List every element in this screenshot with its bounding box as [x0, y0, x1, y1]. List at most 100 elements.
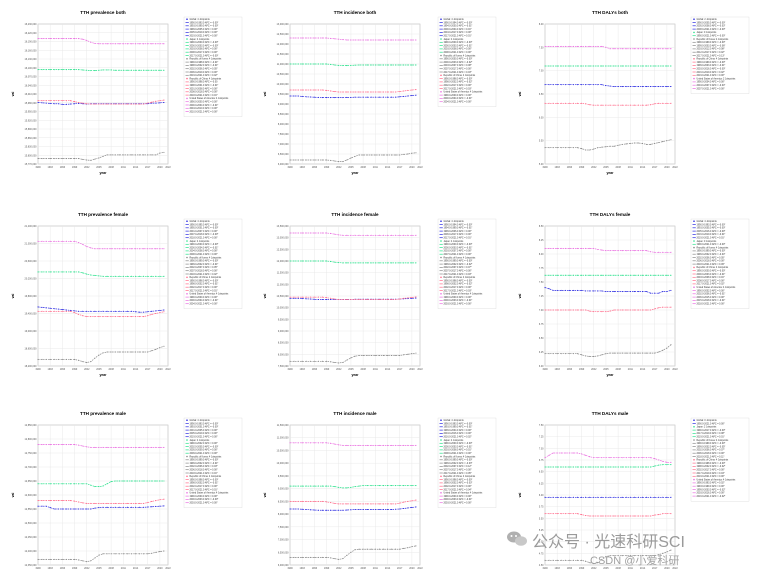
data-point	[155, 446, 157, 448]
data-point	[548, 247, 550, 249]
data-point	[78, 101, 80, 104]
data-point	[650, 352, 652, 354]
data-point	[122, 248, 124, 250]
data-point	[151, 101, 153, 103]
x-tick-label: 2002	[336, 368, 342, 371]
y-tick-label: 16,070,000	[25, 76, 38, 79]
data-point	[597, 355, 599, 357]
data-point	[139, 69, 141, 71]
data-point	[134, 446, 137, 448]
data-point	[386, 298, 389, 301]
legend-entry: Republic of Korea: 4 Joinpoints	[444, 54, 477, 57]
y-tick-label: 7.00	[539, 309, 544, 312]
data-point	[568, 513, 570, 515]
data-point	[593, 466, 595, 468]
series-line	[38, 498, 164, 504]
x-tick-label: 2014	[640, 368, 646, 371]
data-point	[646, 65, 648, 67]
data-point	[568, 496, 570, 498]
data-point	[45, 271, 47, 273]
data-point	[309, 159, 311, 161]
data-point	[411, 234, 413, 236]
data-point	[118, 446, 120, 448]
y-tick-label: 12,800,000	[25, 438, 38, 441]
y-tick-label: 10,000,000	[277, 462, 290, 465]
data-point	[670, 289, 672, 291]
data-point	[568, 147, 570, 149]
data-point	[605, 65, 607, 67]
x-tick-label: 1996	[312, 166, 318, 169]
data-point	[134, 311, 137, 313]
data-point	[61, 310, 63, 312]
data-point	[122, 506, 124, 508]
legend-marker	[693, 478, 695, 481]
data-point	[403, 39, 405, 41]
y-tick-label: 15,920,000	[25, 119, 38, 122]
data-point	[358, 508, 360, 511]
data-point	[313, 485, 315, 487]
data-point	[65, 358, 67, 360]
data-point	[576, 496, 579, 498]
data-point	[98, 446, 100, 448]
data-point	[605, 515, 607, 517]
data-point	[342, 444, 344, 446]
data-point	[163, 480, 165, 482]
y-tick-label: 7,500,000	[278, 365, 289, 368]
data-point	[313, 556, 315, 558]
series-1	[289, 94, 417, 99]
x-tick-label: 1990	[287, 567, 293, 570]
y-tick-label: 16,130,000	[25, 58, 38, 61]
data-point	[78, 38, 80, 40]
data-point	[86, 483, 88, 485]
legend-marker	[693, 18, 695, 21]
data-point	[82, 243, 84, 245]
data-point	[78, 310, 80, 312]
data-point	[568, 353, 570, 355]
data-point	[354, 91, 356, 93]
data-point	[597, 84, 599, 86]
data-point	[45, 38, 47, 40]
data-point	[605, 457, 607, 459]
chart-panel-6: TTH DALYs female6.006.256.506.757.007.25…	[518, 212, 750, 377]
data-point	[57, 38, 59, 40]
data-point	[130, 316, 132, 318]
legend-marker	[440, 439, 442, 441]
data-point	[391, 444, 393, 446]
legend-apc-label: 2008.0-2017.0 APC = 0.00*	[697, 279, 725, 282]
data-point	[326, 509, 328, 511]
data-point	[41, 483, 43, 485]
data-point	[37, 101, 39, 104]
legend-apc-label: 2000.0-2003.0 APC = -0.01*	[444, 44, 473, 47]
data-point	[625, 466, 627, 468]
data-point	[350, 509, 352, 511]
data-point	[609, 104, 611, 106]
data-point	[415, 506, 417, 508]
y-tick-label: 11,500,000	[277, 272, 289, 275]
data-point	[90, 361, 92, 363]
data-point	[301, 89, 303, 91]
y-tick-label: 18,600,000	[25, 348, 38, 351]
data-point	[98, 507, 100, 509]
x-tick-label: 2022	[672, 368, 678, 371]
legend-apc-label: 2007.0-2018.0 APC = -0.00*	[190, 233, 219, 236]
legend-apc-label: 1999.0-2002.0 APC = -0.04*	[697, 253, 726, 256]
series-3	[37, 151, 165, 161]
data-point	[317, 89, 319, 91]
x-tick-label: 1993	[300, 166, 306, 169]
data-point	[641, 555, 644, 557]
y-tick-label: 7.25	[539, 295, 544, 298]
data-point	[666, 102, 668, 104]
data-point	[69, 508, 72, 510]
data-point	[334, 261, 336, 263]
legend-marker	[186, 77, 188, 80]
data-point	[391, 548, 393, 550]
legend-apc-label: 2016.0-2019.0 APC = -0.01*	[697, 233, 726, 236]
data-point	[37, 157, 39, 160]
data-point	[633, 555, 635, 557]
data-point	[106, 43, 108, 45]
data-point	[617, 48, 619, 50]
data-point	[334, 443, 336, 445]
data-point	[609, 85, 611, 87]
data-point	[114, 248, 116, 250]
